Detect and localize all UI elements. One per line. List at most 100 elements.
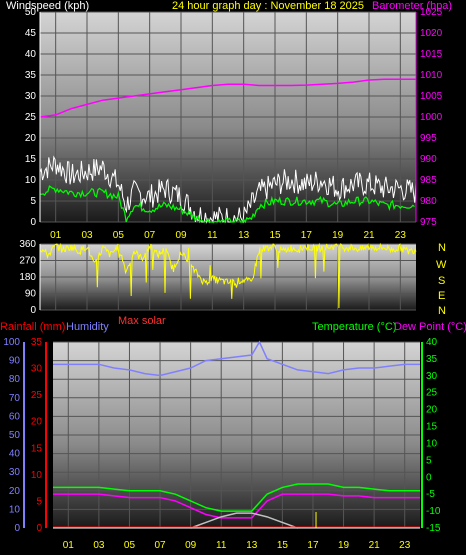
- baro-y-tick: 1010: [420, 70, 443, 81]
- rainfall-label: Rainfall (mm): [0, 321, 65, 333]
- direction-y-tick: 180: [19, 272, 36, 283]
- baro-y-tick: 995: [420, 133, 437, 144]
- temperature-y-tick: -15: [426, 523, 441, 534]
- wind-hour-tick: 17: [301, 230, 313, 241]
- temp-hour-tick: 23: [399, 540, 411, 551]
- temp-hour-tick: 13: [246, 540, 258, 551]
- direction-y-tick: 360: [19, 239, 36, 250]
- temperature-y-tick: 15: [426, 422, 438, 433]
- compass-s: S: [438, 275, 445, 287]
- wind-y-tick: 30: [25, 91, 37, 102]
- rainfall-y-tick: 30: [31, 364, 43, 375]
- wind-y-tick: 10: [25, 175, 37, 186]
- temperature-y-tick: 30: [426, 371, 438, 382]
- direction-y-tick: 90: [25, 289, 37, 300]
- temp-hour-tick: 09: [185, 540, 197, 551]
- temp-hour-tick: 19: [338, 540, 350, 551]
- wind-average-series-line: [39, 185, 415, 224]
- humidity-y-tick: 40: [9, 449, 21, 460]
- max-solar-series-line: [190, 512, 298, 529]
- wind-y-tick: 25: [25, 112, 37, 123]
- temp-hour-tick: 17: [307, 540, 319, 551]
- baro-y-tick: 990: [420, 154, 437, 165]
- rainfall-y-tick: 5: [36, 496, 42, 507]
- humidity-y-tick: 90: [9, 356, 21, 367]
- wind-hour-tick: 03: [81, 230, 93, 241]
- rainfall-y-tick: 15: [31, 443, 43, 454]
- baro-y-tick: 980: [420, 196, 437, 207]
- temperature-label: Temperature (°C): [312, 321, 396, 333]
- wind-hour-tick: 19: [332, 230, 344, 241]
- wind-y-tick: 45: [25, 28, 37, 39]
- barometer-label: Barometer (hpa): [372, 0, 452, 12]
- temperature-y-tick: 10: [426, 438, 438, 449]
- rainfall-y-tick: 25: [31, 390, 43, 401]
- humidity-label: Humidity: [66, 321, 109, 333]
- temp-hour-tick: 03: [93, 540, 105, 551]
- rainfall-y-tick: 0: [36, 523, 42, 534]
- wind-y-tick: 5: [30, 196, 36, 207]
- compass-w: W: [436, 259, 447, 271]
- wind-hour-tick: 15: [269, 230, 281, 241]
- wind-y-tick: 20: [25, 133, 37, 144]
- wind-hour-tick: 21: [363, 230, 375, 241]
- humidity-y-tick: 20: [9, 486, 21, 497]
- humidity-y-tick: 0: [14, 523, 20, 534]
- wind-y-tick: 15: [25, 154, 37, 165]
- dewpoint-label: Dew Point (°C): [394, 321, 466, 333]
- wind-y-tick: 35: [25, 70, 37, 81]
- temperature-y-tick: 40: [426, 337, 438, 348]
- wind-y-tick: 0: [30, 217, 36, 228]
- wind-hour-tick: 11: [207, 230, 218, 241]
- wind-hour-tick: 09: [175, 230, 187, 241]
- baro-y-tick: 1000: [420, 112, 443, 123]
- baro-y-tick: 985: [420, 175, 437, 186]
- temp-hour-tick: 21: [369, 540, 381, 551]
- humidity-y-tick: 30: [9, 467, 21, 478]
- temperature-y-tick: -5: [426, 489, 435, 500]
- baro-y-tick: 1015: [420, 49, 443, 60]
- wind-hour-tick: 13: [238, 230, 250, 241]
- humidity-y-tick: 70: [9, 393, 21, 404]
- temperature-y-tick: 25: [426, 388, 438, 399]
- dewpoint-series-line: [53, 493, 420, 519]
- direction-y-tick: 270: [19, 256, 36, 267]
- humidity-y-tick: 100: [3, 337, 20, 348]
- temperature-series-line: [53, 483, 420, 512]
- humidity-y-tick: 80: [9, 374, 21, 385]
- max-solar-label: Max solar: [118, 315, 166, 327]
- temperature-y-tick: 35: [426, 354, 438, 365]
- compass-n-bottom: N: [438, 305, 446, 317]
- baro-y-tick: 975: [420, 217, 437, 228]
- humidity-series-line: [53, 340, 420, 377]
- temp-hour-tick: 11: [216, 540, 227, 551]
- temp-hour-tick: 01: [63, 540, 75, 551]
- barometer-series-line: [39, 78, 416, 118]
- rainfall-y-tick: 20: [31, 417, 43, 428]
- wind-hour-tick: 07: [144, 230, 156, 241]
- baro-y-tick: 1005: [420, 91, 443, 102]
- windspeed-series-line: [39, 155, 417, 224]
- wind-hour-tick: 23: [395, 230, 407, 241]
- temperature-y-tick: 5: [426, 455, 432, 466]
- compass-n-top: N: [438, 242, 446, 254]
- wind-hour-tick: 05: [113, 230, 125, 241]
- wind-hour-tick: 01: [50, 230, 62, 241]
- temp-hour-tick: 05: [124, 540, 136, 551]
- temp-hour-tick: 15: [277, 540, 289, 551]
- temperature-y-tick: 20: [426, 405, 438, 416]
- temp-hour-tick: 07: [154, 540, 166, 551]
- rainfall-y-tick: 10: [31, 470, 43, 481]
- temperature-y-tick: -10: [426, 506, 441, 517]
- page-title: 24 hour graph day : November 18 2025: [172, 0, 364, 12]
- humidity-y-tick: 50: [9, 430, 21, 441]
- compass-e: E: [438, 290, 445, 302]
- humidity-y-tick: 60: [9, 411, 21, 422]
- rainfall-y-tick: 35: [31, 337, 43, 348]
- humidity-y-tick: 10: [9, 504, 21, 515]
- wind-direction-series-line: [39, 242, 417, 309]
- baro-y-tick: 1020: [420, 28, 443, 39]
- wind-y-tick: 50: [25, 7, 37, 18]
- baro-y-tick: 1025: [420, 7, 443, 18]
